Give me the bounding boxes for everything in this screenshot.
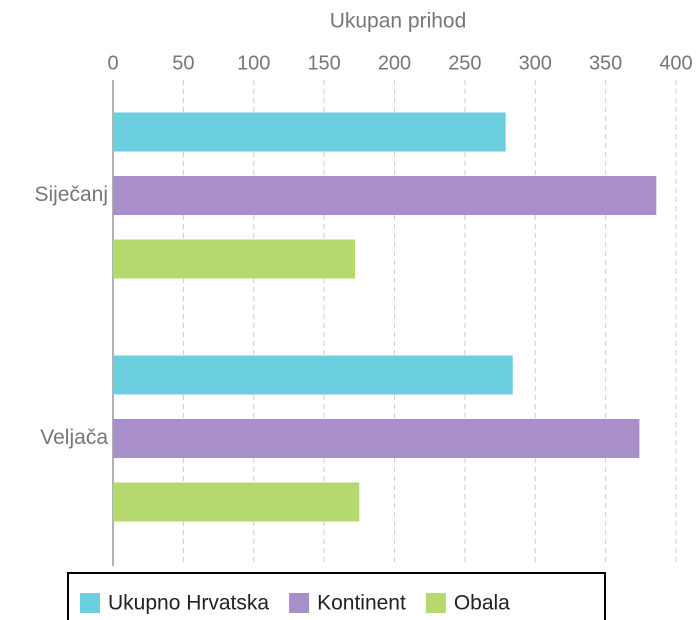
- legend-label: Kontinent: [317, 592, 406, 615]
- legend-swatch: [289, 593, 310, 613]
- bar: [113, 112, 506, 152]
- x-tick-label: 0: [107, 52, 118, 74]
- legend-swatch: [80, 593, 100, 613]
- bar: [113, 419, 640, 458]
- x-tick-label: 200: [378, 52, 411, 74]
- legend-box: [67, 572, 606, 620]
- bar: [113, 355, 513, 395]
- x-tick-label: 300: [519, 52, 552, 74]
- bar: [113, 239, 356, 279]
- x-tick-label: 250: [448, 52, 481, 74]
- legend-label: Ukupno Hrvatska: [108, 592, 269, 615]
- x-tick-label: 350: [589, 52, 622, 74]
- legend-label: Obala: [454, 592, 510, 615]
- x-tick-label: 400: [659, 52, 692, 74]
- x-tick-label: 100: [237, 52, 270, 74]
- bar: [113, 482, 360, 522]
- bar: [113, 176, 657, 215]
- x-tick-label: 50: [172, 52, 194, 74]
- axis-title: Ukupan prihod: [330, 10, 467, 33]
- y-tick-label: Siječanj: [34, 183, 108, 206]
- x-tick-label: 150: [307, 52, 340, 74]
- y-tick-label: Veljača: [40, 426, 108, 449]
- legend-swatch: [425, 593, 446, 613]
